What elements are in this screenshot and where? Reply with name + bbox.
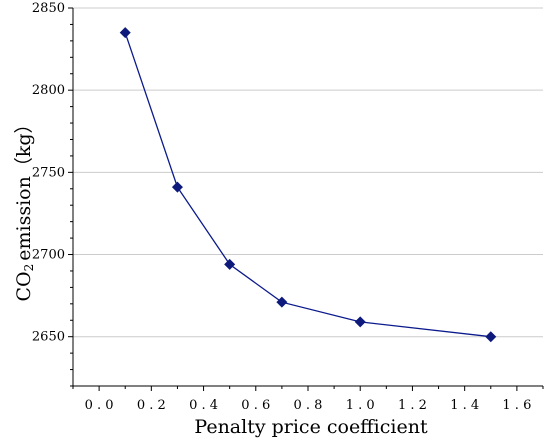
y-axis-title: CO2 emission（kg） bbox=[13, 114, 36, 301]
x-axis-title: Penalty price coefficient bbox=[194, 416, 428, 438]
ticks: 2650 2700 2750 2800 2850 0 . 0 0 . 2 0 . 4 0 . 6… bbox=[32, 1, 544, 413]
y-axis-title-text: emission（kg） bbox=[13, 114, 35, 260]
y-axis-title-prefix: CO bbox=[13, 271, 35, 301]
data-point-marker bbox=[171, 181, 183, 193]
data-point-marker bbox=[485, 331, 497, 343]
y-tick-label: 2700 bbox=[32, 248, 65, 263]
x-tick-label: 0 . 4 bbox=[189, 398, 218, 413]
series-line bbox=[124, 32, 491, 338]
x-tick-label: 1 . 6 bbox=[502, 398, 531, 413]
data-markers bbox=[119, 27, 497, 343]
gridlines bbox=[73, 7, 543, 338]
x-tick-label: 1 . 4 bbox=[450, 398, 479, 413]
data-point-marker bbox=[119, 27, 131, 39]
y-tick-label: 2650 bbox=[32, 330, 65, 345]
axes bbox=[72, 8, 543, 387]
y-axis-title-subscript: 2 bbox=[22, 264, 36, 272]
y-tick-label: 2800 bbox=[32, 83, 65, 98]
x-tick-label: 0 . 0 bbox=[85, 398, 114, 413]
x-tick-label: 0 . 8 bbox=[294, 398, 323, 413]
x-tick-label: 1 . 0 bbox=[346, 398, 375, 413]
series bbox=[124, 32, 491, 338]
y-tick-label: 2750 bbox=[32, 165, 65, 180]
x-tick-label: 1 . 2 bbox=[398, 398, 427, 413]
y-tick-label: 2850 bbox=[32, 1, 65, 16]
data-point-marker bbox=[354, 316, 366, 328]
x-tick-label: 0 . 6 bbox=[241, 398, 270, 413]
x-tick-label: 0 . 2 bbox=[137, 398, 166, 413]
data-point-marker bbox=[224, 258, 236, 270]
data-point-marker bbox=[276, 296, 288, 308]
